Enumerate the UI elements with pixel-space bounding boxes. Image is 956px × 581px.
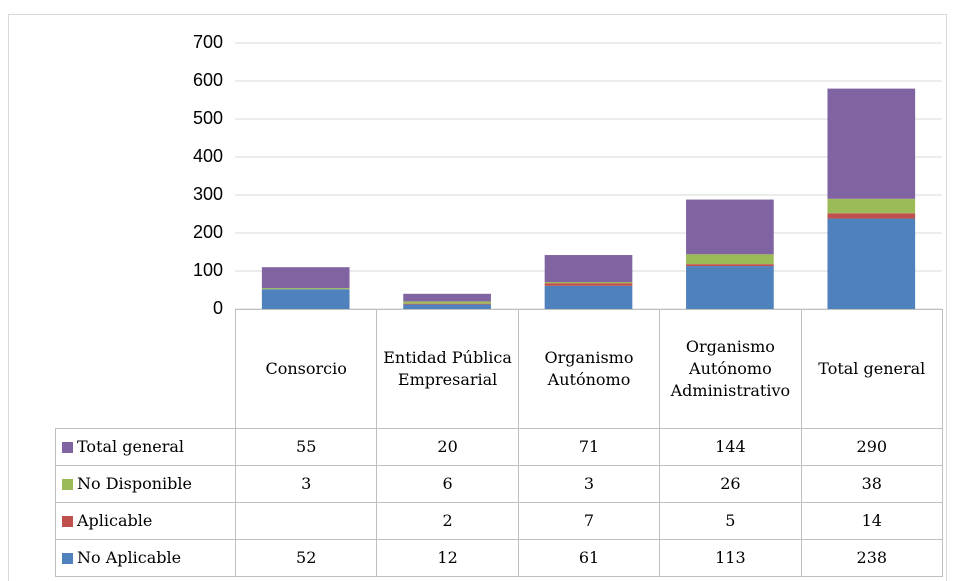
category-header: Total general (800, 309, 943, 429)
bar-segment (261, 289, 350, 309)
table-value: 12 (376, 539, 519, 577)
table-value: 7 (517, 502, 661, 540)
legend-entry: No Disponible (55, 465, 236, 503)
legend-swatch (62, 515, 73, 527)
table-value: 113 (659, 539, 802, 577)
table-value: 5 (659, 502, 802, 540)
y-tick-label: 500 (193, 108, 223, 128)
bar-segment (544, 283, 633, 286)
table-value: 238 (800, 539, 943, 577)
category-header: Entidad Pública Empresarial (376, 309, 519, 429)
table-value: 14 (800, 502, 943, 540)
y-tick-label: 600 (193, 70, 223, 90)
table-value: 55 (235, 428, 378, 466)
y-tick-label: 100 (193, 260, 223, 280)
chart-frame (8, 14, 947, 581)
bar-segment (544, 255, 633, 283)
legend-entry: Aplicable (55, 502, 236, 540)
table-value: 6 (376, 465, 519, 503)
bar-segment (686, 264, 774, 267)
bar-segment (544, 282, 633, 284)
bar-segment (827, 213, 916, 219)
bar-segment (261, 288, 350, 290)
table-value: 3 (235, 465, 378, 503)
category-header: Organismo Autónomo Administrativo (659, 309, 802, 429)
legend-label: Total general (77, 437, 185, 456)
legend-entry: No Aplicable (55, 539, 236, 577)
table-value: 26 (659, 465, 802, 503)
legend-swatch (62, 552, 73, 564)
bar-segment (403, 304, 491, 309)
table-value: 38 (800, 465, 943, 503)
bar-segment (827, 88, 916, 199)
category-header: Consorcio (235, 309, 378, 429)
table-value: 2 (376, 502, 519, 540)
legend-label: No Aplicable (77, 548, 182, 567)
bar-segment (403, 293, 491, 302)
bar-segment (544, 285, 633, 309)
bar-segment (261, 267, 350, 289)
category-header: Organismo Autónomo (517, 309, 661, 429)
table-value: 144 (659, 428, 802, 466)
bar-segment (403, 303, 491, 305)
legend-entry: Total general (55, 428, 236, 466)
bar-segment (403, 301, 491, 304)
table-value: 61 (517, 539, 661, 577)
y-tick-label: 0 (213, 298, 223, 318)
bar-segment (827, 198, 916, 214)
bar-segment (686, 266, 774, 309)
bar-segment (686, 199, 774, 255)
table-value: 71 (517, 428, 661, 466)
table-value: 20 (376, 428, 519, 466)
y-tick-label: 400 (193, 146, 223, 166)
legend-label: No Disponible (77, 474, 192, 493)
table-value: 290 (800, 428, 943, 466)
legend-label: Aplicable (77, 511, 153, 530)
legend-swatch (62, 441, 73, 453)
table-value (235, 502, 378, 540)
bar-segment (686, 254, 774, 265)
bar-segment (827, 218, 916, 309)
legend-swatch (62, 478, 73, 490)
y-tick-label: 200 (193, 222, 223, 242)
table-value: 3 (517, 465, 661, 503)
y-tick-label: 300 (193, 184, 223, 204)
table-value: 52 (235, 539, 378, 577)
y-tick-label: 700 (193, 32, 223, 52)
